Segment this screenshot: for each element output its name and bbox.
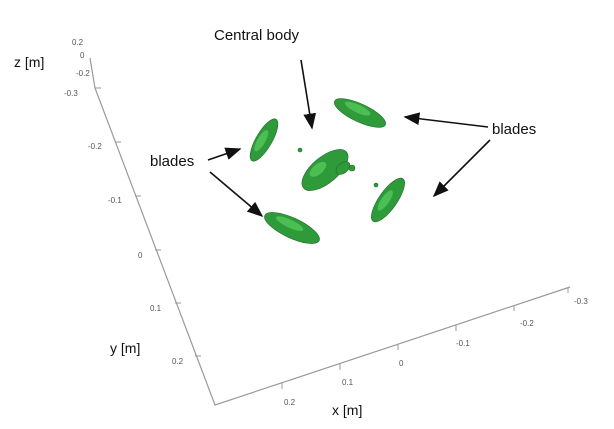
z-axis-label: z [m]: [14, 54, 44, 70]
arrows: [207, 59, 491, 218]
x-tick-label: -0.3: [574, 297, 588, 306]
axes: [89, 57, 571, 406]
y-tick-label: -0.1: [108, 196, 122, 205]
y-tick-label: 0.1: [150, 304, 162, 313]
tick-marks: [95, 87, 569, 389]
y-tick-label: 0.2: [172, 357, 184, 366]
y-axis-label: y [m]: [110, 340, 140, 356]
x-tick-label: 0.2: [284, 398, 296, 407]
y-tick-label: -0.2: [88, 142, 102, 151]
z-tick-label: -0.2: [76, 69, 90, 78]
z-tick-label: 0.2: [72, 38, 84, 47]
y-tick-label: 0: [138, 251, 143, 260]
annotation: Central body: [214, 27, 300, 44]
axis-lines: [89, 57, 571, 406]
y-tick-label: -0.3: [64, 89, 78, 98]
annotation: blades: [492, 121, 536, 138]
x-tick-label: 0.1: [342, 378, 354, 387]
x-tick-label: -0.2: [520, 319, 534, 328]
z-tick-label: 0: [80, 51, 85, 60]
x-tick-label: 0: [399, 359, 404, 368]
x-tick-label: -0.1: [456, 339, 470, 348]
x-axis-label: x [m]: [332, 402, 362, 418]
reconstruction: [249, 98, 405, 244]
annotation: blades: [150, 153, 194, 170]
